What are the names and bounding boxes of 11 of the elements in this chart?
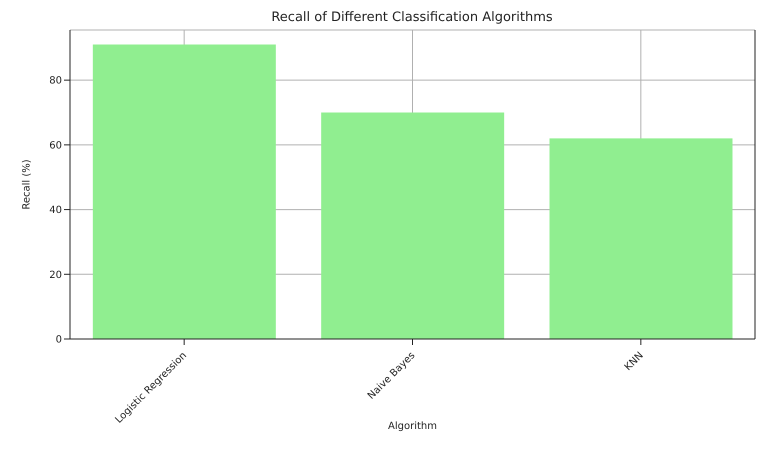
y-tick-label: 80 xyxy=(49,76,62,87)
x-axis-title: Algorithm xyxy=(388,421,437,432)
bar xyxy=(92,44,276,339)
y-tick-label: 0 xyxy=(56,334,62,346)
y-tick-label: 20 xyxy=(49,270,62,281)
chart-title: Recall of Different Classification Algorithms xyxy=(270,10,554,25)
y-tick-label: 40 xyxy=(49,205,62,216)
y-tick-label: 60 xyxy=(49,140,62,152)
bar xyxy=(321,112,504,339)
y-axis-title: Recall (%) xyxy=(22,159,33,210)
bar xyxy=(550,138,732,339)
